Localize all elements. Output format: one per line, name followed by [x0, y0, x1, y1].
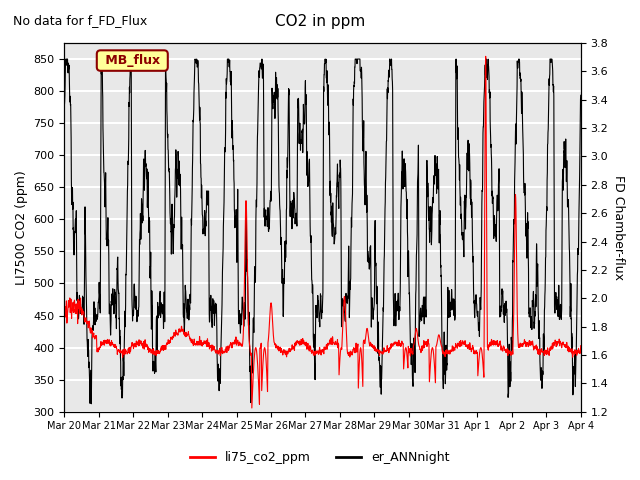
Text: CO2 in ppm: CO2 in ppm [275, 14, 365, 29]
Text: No data for f_FD_Flux: No data for f_FD_Flux [13, 14, 147, 27]
Text: MB_flux: MB_flux [100, 54, 164, 67]
Legend: li75_co2_ppm, er_ANNnight: li75_co2_ppm, er_ANNnight [186, 446, 454, 469]
Y-axis label: LI7500 CO2 (ppm): LI7500 CO2 (ppm) [15, 170, 28, 285]
Y-axis label: FD Chamber-flux: FD Chamber-flux [612, 175, 625, 280]
